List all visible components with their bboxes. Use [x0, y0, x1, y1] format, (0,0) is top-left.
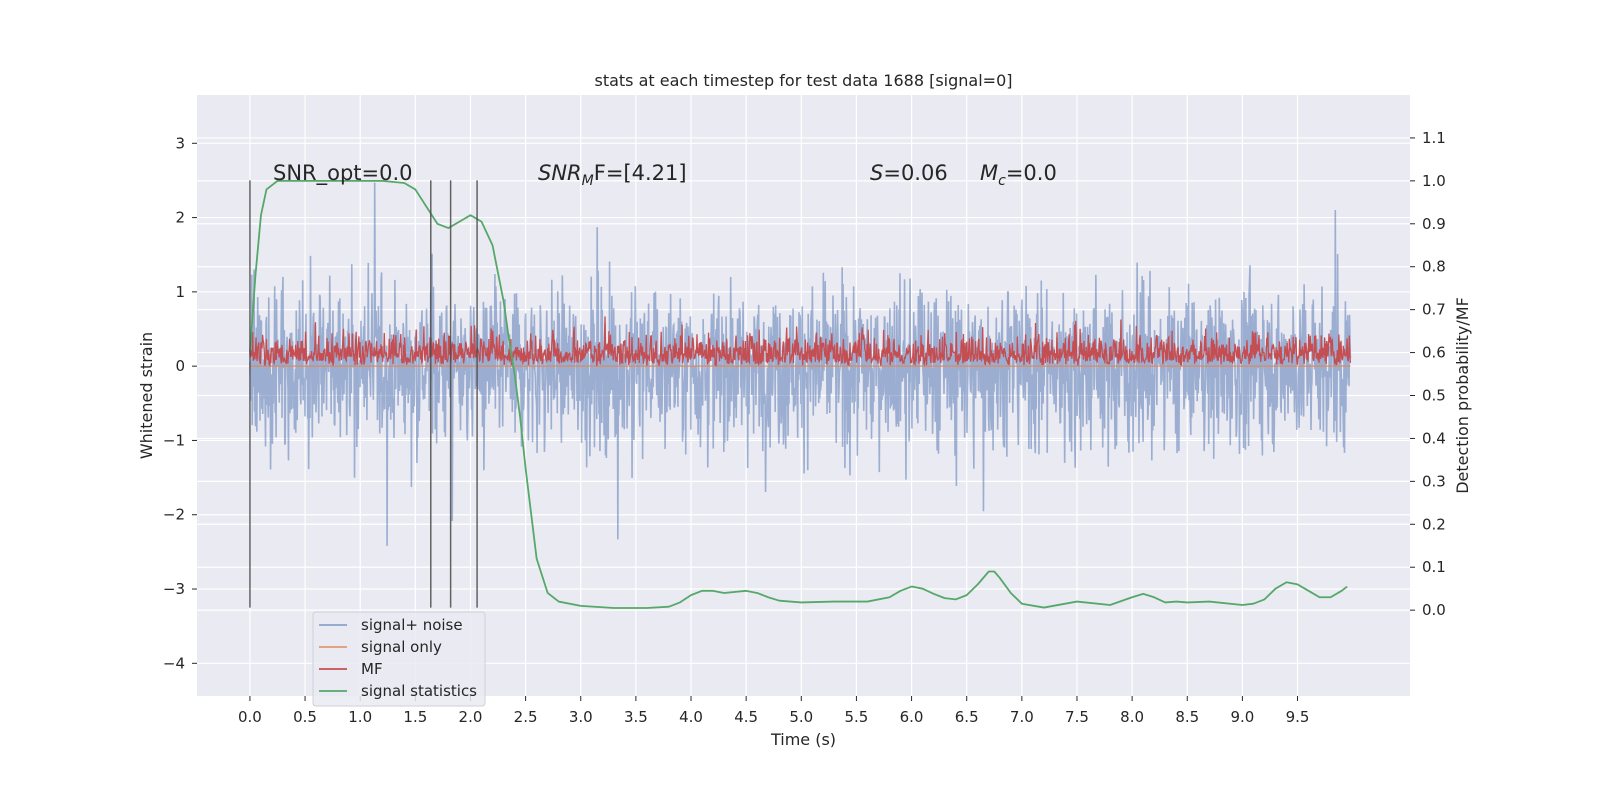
y-left-tick-label: −1 — [163, 431, 185, 449]
annotation-text: S=0.06 — [870, 161, 948, 185]
series-mf — [249, 316, 1352, 368]
annotation-tail: =0.06 — [883, 161, 947, 185]
x-tick-label: 2.0 — [459, 708, 483, 726]
x-tick-label: 8.5 — [1175, 708, 1199, 726]
y-right-tick-label: 1.0 — [1422, 172, 1446, 190]
x-axis-label: Time (s) — [770, 730, 836, 749]
legend-label: signal statistics — [361, 682, 477, 700]
annotation-text: SNR_opt=0.0 — [273, 161, 413, 186]
y-left-tick-label: −3 — [163, 580, 185, 598]
annotation-main: S — [870, 161, 883, 185]
legend-box — [312, 611, 486, 707]
y-axis-left-label: Whitened strain — [137, 332, 156, 459]
annotation-text: Mc=0.0 — [980, 161, 1057, 189]
chart-title: stats at each timestep for test data 168… — [594, 71, 1012, 90]
y-right-tick-label: 0.6 — [1422, 344, 1446, 362]
y-left-tick-label: 2 — [175, 209, 185, 227]
x-tick-label: 0.5 — [293, 708, 317, 726]
y-right-tick-label: 0.9 — [1422, 215, 1446, 233]
series-signal-statistics — [249, 179, 1348, 609]
annotation-main: SNR — [538, 161, 582, 185]
y-left-tick-label: 3 — [175, 134, 185, 152]
y-right-tick-label: 0.7 — [1422, 301, 1446, 319]
annotation-subscript: c — [998, 173, 1006, 189]
x-tick-label: 1.5 — [403, 708, 427, 726]
y-left-tick-label: −4 — [163, 654, 185, 672]
x-tick-label: 7.0 — [1010, 708, 1034, 726]
x-tick-label: 1.0 — [348, 708, 372, 726]
y-axis-right-label: Detection probability/MF — [1453, 297, 1472, 494]
vertical-markers — [249, 180, 478, 608]
y-right-tick-label: 0.1 — [1422, 558, 1446, 576]
x-tick-label: 3.5 — [624, 708, 648, 726]
x-tick-label: 5.5 — [845, 708, 869, 726]
x-tick-label: 9.0 — [1230, 708, 1254, 726]
y-left-tick-label: 1 — [175, 283, 185, 301]
x-tick-label: 8.0 — [1120, 708, 1144, 726]
series-layer — [249, 179, 1352, 609]
y-left-tick-label: 0 — [175, 357, 185, 375]
series-signal-noise — [249, 182, 1352, 546]
annotation-tail: =0.0 — [1006, 161, 1057, 185]
x-tick-label: 6.5 — [955, 708, 979, 726]
x-tick-label: 3.0 — [569, 708, 593, 726]
y-right-tick-label: 0.4 — [1422, 429, 1446, 447]
annotation-main: SNR_opt=0.0 — [273, 161, 413, 186]
annotations: SNR_opt=0.0 SNRMF=[4.21] S=0.06 Mc=0.0 — [273, 161, 1057, 189]
y-left-tick-label: −2 — [163, 506, 185, 524]
y-right-tick-label: 0.3 — [1422, 472, 1446, 490]
x-tick-label: 0.0 — [238, 708, 262, 726]
x-tick-label: 9.5 — [1286, 708, 1310, 726]
y-right-tick-label: 0.2 — [1422, 515, 1446, 533]
y-right-tick-label: 0.5 — [1422, 387, 1446, 405]
axes: 0.0 0.5 1.0 1.5 2.0 2.5 3.0 3.5 4.0 4.5 5.0 5.5 6.0 6… — [163, 129, 1446, 726]
y-right-tick-label: 1.1 — [1422, 129, 1446, 147]
x-tick-label: 2.5 — [514, 708, 538, 726]
x-tick-label: 7.5 — [1065, 708, 1089, 726]
x-tick-label: 6.0 — [900, 708, 924, 726]
x-tick-label: 5.0 — [789, 708, 813, 726]
legend-label: MF — [361, 660, 383, 678]
legend: signal+ noise signal only MF signal statist… — [312, 611, 486, 707]
y-right-tick-label: 0.0 — [1422, 601, 1446, 619]
legend-label: signal only — [361, 638, 442, 656]
legend-label: signal+ noise — [361, 616, 463, 634]
annotation-subscript: M — [582, 173, 594, 189]
y-right-tick-label: 0.8 — [1422, 258, 1446, 276]
annotation-main: M — [980, 161, 998, 185]
x-tick-label: 4.0 — [679, 708, 703, 726]
annotation-text: SNRMF=[4.21] — [538, 161, 687, 189]
annotation-tail: F=[4.21] — [594, 161, 687, 185]
x-tick-label: 4.5 — [734, 708, 758, 726]
